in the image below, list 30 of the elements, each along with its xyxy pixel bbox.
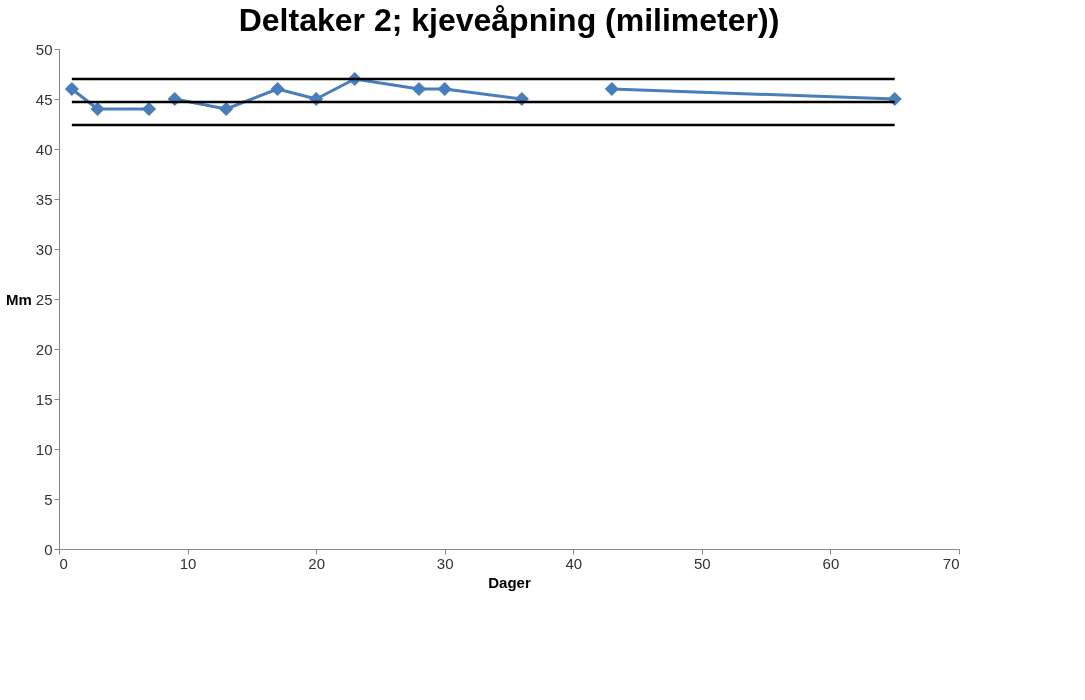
- y-tick-label: 40: [35, 140, 53, 158]
- x-tick-label: 0: [59, 554, 68, 572]
- point: [64, 81, 79, 97]
- point: [219, 101, 234, 117]
- y-tick-label: 50: [35, 40, 53, 58]
- x-tick-label: 20: [308, 554, 325, 572]
- point: [604, 81, 619, 97]
- point: [411, 81, 427, 97]
- x-tick-label: 30: [436, 554, 454, 572]
- x-tick-label: 10: [179, 554, 197, 572]
- point: [437, 81, 452, 97]
- x-tick-label: 40: [565, 554, 583, 572]
- x-axis-title: Dager: [488, 573, 531, 591]
- point: [270, 81, 285, 97]
- chart-title: Deltaker 2; kjeveåpning (milimeter)): [238, 2, 780, 38]
- point: [90, 101, 105, 117]
- y-tick-label: 30: [35, 240, 53, 258]
- y-tick-label: 45: [35, 90, 53, 108]
- y-tick-label: 20: [35, 340, 53, 358]
- y-tick-label: 25: [35, 290, 53, 308]
- y-tick-label: 15: [35, 390, 53, 408]
- y-tick-label: 10: [35, 440, 53, 458]
- y-tick-label: 0: [44, 540, 53, 558]
- point: [141, 101, 157, 117]
- x-tick-label: 50: [694, 554, 711, 572]
- y-axis-title: Mm: [5, 290, 32, 308]
- y-tick-label: 5: [44, 490, 53, 508]
- x-tick-label: 60: [822, 554, 840, 572]
- y-tick-label: 35: [35, 190, 53, 208]
- x-tick-label: 70: [942, 554, 960, 572]
